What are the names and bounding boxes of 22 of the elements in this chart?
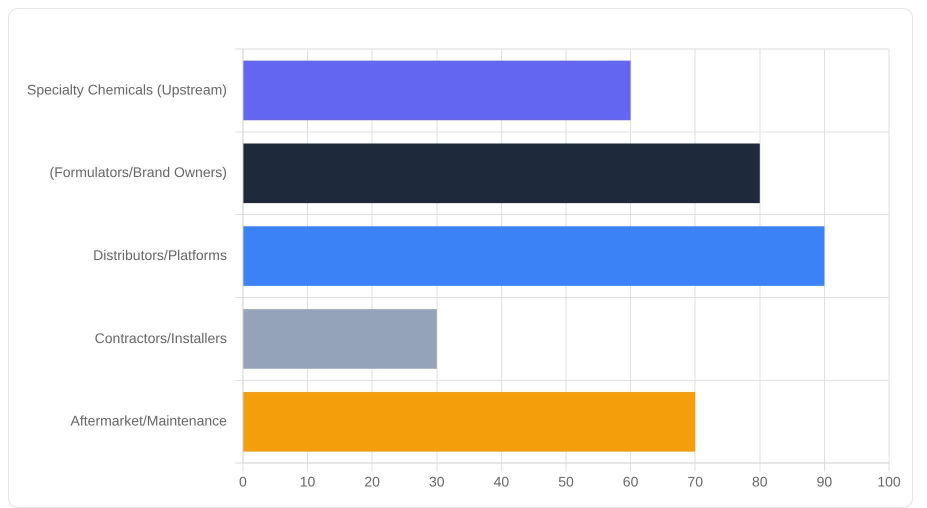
- bar: [243, 392, 696, 452]
- bar: [243, 60, 631, 120]
- x-tick-label: 60: [622, 473, 639, 490]
- x-tick-label: 10: [300, 473, 316, 490]
- x-tick-label: 100: [877, 473, 901, 490]
- y-tick-label: (Formulators/Brand Owners): [50, 164, 227, 180]
- x-tick-label: 50: [558, 473, 574, 490]
- x-tick-label: 20: [364, 473, 380, 490]
- x-tick-label: 30: [428, 473, 445, 490]
- x-tick-label: 80: [752, 473, 768, 490]
- x-tick-label: 70: [687, 473, 704, 490]
- x-tick-label: 90: [816, 473, 832, 490]
- x-tick-label: 0: [239, 473, 248, 490]
- y-tick-label: Distributors/Platforms: [93, 246, 227, 263]
- x-tick-label: 40: [494, 473, 510, 490]
- y-tick-label: Specialty Chemicals (Upstream): [26, 81, 227, 98]
- card: 0 10 20 30 40 50 60 70 80 90 100 Specialty Chemicals (Upstream) (Formulators/Brand Owners) Distributors/Platforms Contractors/Installers Aftermarket/Maintenance: [8, 8, 913, 508]
- y-tick-label: Contractors/Installers: [94, 330, 227, 346]
- bar: [243, 143, 760, 204]
- y-tick-label: Aftermarket/Maintenance: [70, 412, 228, 429]
- bar: [243, 226, 824, 286]
- bar: [243, 309, 437, 369]
